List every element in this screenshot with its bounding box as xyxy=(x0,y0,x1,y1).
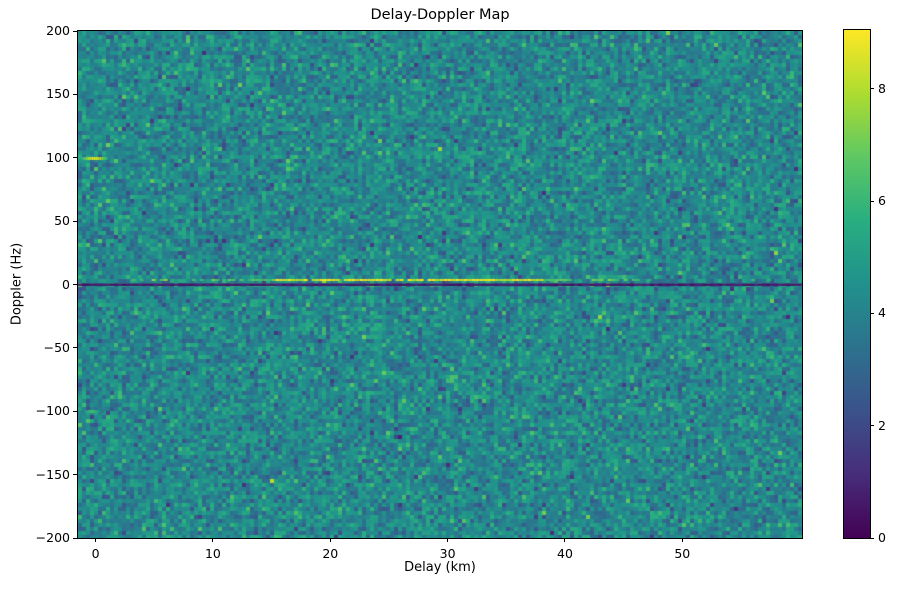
y-tick-mark xyxy=(73,537,77,539)
plot-area xyxy=(77,30,803,539)
y-tick-mark xyxy=(73,284,77,285)
y-axis-label: Doppler (Hz) xyxy=(9,242,25,326)
y-tick-label: −50 xyxy=(43,339,70,355)
x-tick-mark xyxy=(447,538,449,542)
y-tick-mark xyxy=(73,30,77,32)
y-tick-label: −200 xyxy=(35,530,70,545)
x-tick-mark xyxy=(681,538,683,542)
colorbar-tick-mark xyxy=(870,88,874,90)
y-tick-label: 50 xyxy=(54,213,70,229)
colorbar-tick-mark xyxy=(870,312,874,314)
y-tick-label: 200 xyxy=(46,23,70,38)
colorbar-gradient xyxy=(844,30,870,538)
colorbar xyxy=(843,29,871,539)
chart-title: Delay-Doppler Map xyxy=(370,7,510,23)
colorbar-tick-mark xyxy=(870,200,874,202)
colorbar-tick-label: 8 xyxy=(878,80,886,96)
x-tick-mark xyxy=(95,538,97,542)
x-tick-mark xyxy=(212,538,214,542)
x-tick-label: 40 xyxy=(557,546,573,561)
y-tick-mark xyxy=(73,157,77,159)
y-tick-label: 150 xyxy=(46,86,70,102)
y-tick-label: 100 xyxy=(46,149,70,165)
x-tick-mark xyxy=(329,538,331,542)
colorbar-tick-label: 0 xyxy=(878,530,886,545)
x-tick-label: 10 xyxy=(204,546,221,561)
y-tick-label: −100 xyxy=(35,403,70,419)
x-tick-label: 20 xyxy=(322,546,339,561)
y-tick-label: 0 xyxy=(62,276,70,292)
colorbar-tick-mark xyxy=(870,425,874,427)
x-tick-mark xyxy=(564,538,566,542)
y-tick-mark xyxy=(73,93,77,95)
y-tick-mark xyxy=(73,410,77,412)
colorbar-tick-label: 4 xyxy=(878,305,886,321)
y-tick-mark xyxy=(73,474,77,476)
x-axis-label: Delay (km) xyxy=(404,560,476,575)
y-tick-mark xyxy=(73,220,77,222)
colorbar-tick-mark xyxy=(870,537,874,539)
y-tick-mark xyxy=(73,347,77,349)
colorbar-tick-label: 2 xyxy=(878,417,886,433)
x-tick-label: 50 xyxy=(674,546,691,561)
x-tick-label: 30 xyxy=(439,546,456,561)
heatmap-image xyxy=(78,31,802,538)
colorbar-tick-label: 6 xyxy=(878,193,886,209)
y-tick-label: −150 xyxy=(35,466,70,482)
x-tick-label: 0 xyxy=(91,546,100,561)
